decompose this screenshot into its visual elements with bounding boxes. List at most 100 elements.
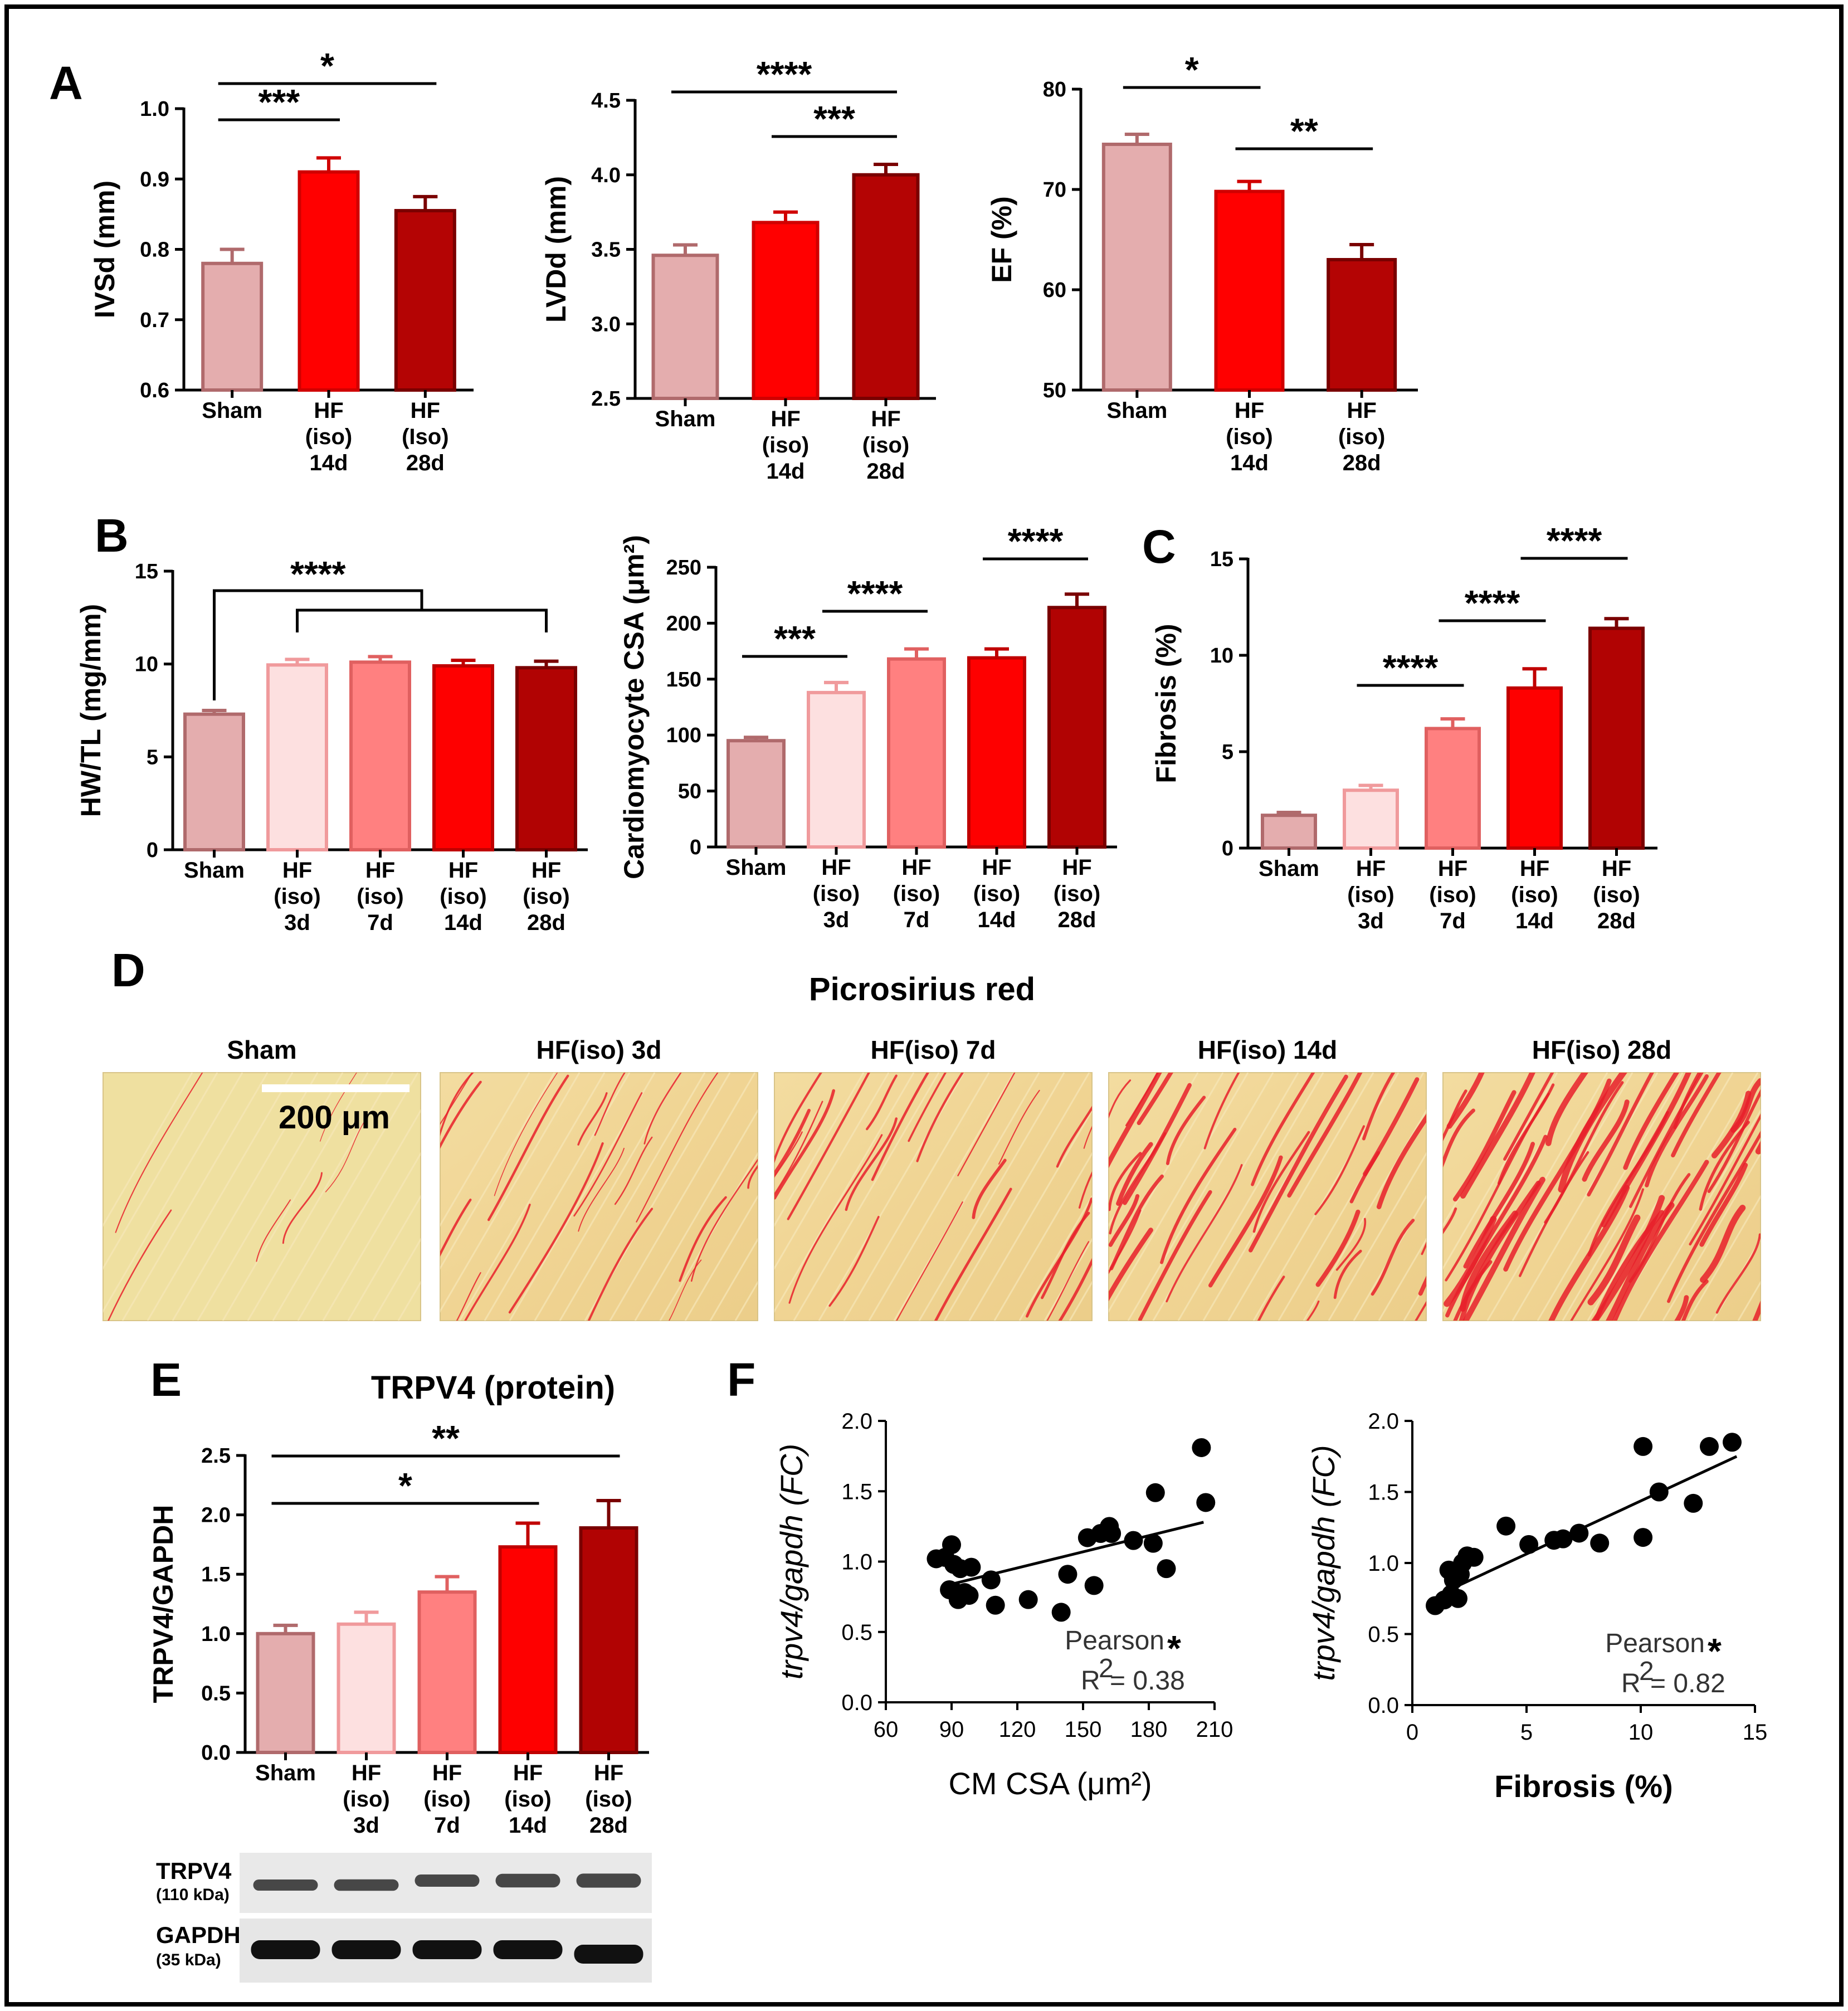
collagen-fiber [916, 1073, 964, 1162]
bar-0 [256, 1632, 315, 1755]
collagen-fiber [1503, 1078, 1612, 1272]
collagen-fiber [1628, 1073, 1704, 1208]
panel-label-E: E [150, 1353, 182, 1406]
muscle-fiber [774, 1073, 915, 1313]
data-point [1649, 1482, 1669, 1502]
y-tick-label: 50 [678, 780, 701, 804]
band-trpv4-4 [576, 1873, 641, 1888]
category-label: (iso) [523, 884, 569, 909]
histology-label-0: Sham [227, 1035, 296, 1064]
collagen-fiber [998, 1089, 1040, 1165]
significance-label: *** [774, 619, 816, 659]
collagen-fiber [871, 1073, 930, 1181]
category-label: (iso) [973, 882, 1020, 906]
significance-label: ** [432, 1418, 460, 1458]
muscle-fiber [372, 1238, 421, 1321]
y-tick-label: 2.0 [201, 1504, 231, 1527]
collagen-fiber [1587, 1214, 1641, 1306]
collagen-fiber [1306, 1300, 1320, 1321]
y-axis-label: LVDd (mm) [540, 176, 572, 323]
muscle-fiber [1662, 1152, 1761, 1321]
collagen-fiber [1645, 1074, 1709, 1187]
y-tick-label: 150 [666, 668, 701, 692]
y-tick-label: 2.0 [1368, 1409, 1399, 1434]
collagen-fiber [440, 1199, 472, 1257]
muscle-fiber [1328, 1152, 1426, 1321]
muscle-fiber [121, 1073, 269, 1321]
bar-3 [498, 1545, 558, 1755]
collagen-fiber [1251, 1073, 1315, 1186]
collagen-fiber [774, 1101, 823, 1196]
data-point [1058, 1565, 1077, 1584]
y-tick-label: 0.0 [1368, 1693, 1399, 1718]
scale-bar-label: 200 μm [279, 1099, 390, 1136]
muscle-fiber [459, 1073, 606, 1321]
collagen-fiber [614, 1136, 653, 1205]
muscle-fiber [440, 1073, 555, 1270]
category-label: HF [282, 858, 312, 883]
y-tick-label: 0.5 [201, 1682, 231, 1705]
significance-label: *** [813, 99, 855, 139]
muscle-fiber [103, 1073, 193, 1227]
category-label: HF [821, 855, 851, 880]
data-point [962, 1557, 981, 1577]
collagen-fiber [1166, 1095, 1206, 1165]
collagen-fiber [1109, 1073, 1162, 1168]
collagen-fiber [1371, 1219, 1415, 1296]
category-label: HF [871, 407, 900, 431]
category-label: (iso) [893, 882, 940, 906]
collagen-fiber [1123, 1083, 1192, 1205]
x-tick-label: 180 [1130, 1717, 1168, 1742]
collagen-fiber [440, 1073, 474, 1137]
y-tick-label: 15 [135, 560, 158, 583]
bar-2 [417, 1590, 477, 1754]
collagen-fiber [1674, 1295, 1689, 1321]
y-tick-label: 2.5 [201, 1444, 231, 1468]
band-gapdh-4 [574, 1945, 643, 1964]
muscle-fiber [774, 1073, 865, 1227]
histology-label-2: HF(iso) 7d [871, 1035, 996, 1064]
histology-panels: Sham HF(iso) 3d HF(iso) 7d HF(iso) 14d HF(is… [103, 1035, 1761, 1321]
y-tick-label: 3.5 [591, 238, 621, 262]
bar-1 [266, 663, 328, 852]
collagen-fibers [774, 1073, 1092, 1321]
collagen-fiber [787, 1073, 870, 1220]
data-point [1051, 1603, 1071, 1622]
category-label: Sham [655, 407, 716, 431]
significance-group-bracket [296, 608, 548, 632]
panel-label-F: F [727, 1353, 755, 1406]
muscle-fiber [1109, 1073, 1249, 1313]
muscle-fiber [347, 1195, 421, 1321]
muscle-fiber [818, 1073, 965, 1321]
muscle-fiber [103, 1073, 218, 1270]
collagen-fiber [1137, 1073, 1173, 1126]
category-label: 7d [904, 908, 930, 932]
data-point [1145, 1483, 1165, 1502]
collagen-fiber [788, 1134, 883, 1304]
y-tick-label: 50 [1043, 379, 1066, 402]
muscle-fiber [1687, 1195, 1761, 1321]
y-tick-label: 100 [666, 724, 701, 747]
category-label: 7d [434, 1813, 460, 1838]
collagen-fiber [972, 1158, 1007, 1219]
data-point [1143, 1533, 1163, 1553]
bar-0 [726, 739, 786, 849]
collagen-fiber [1497, 1083, 1555, 1185]
collagen-fiber [1078, 1171, 1092, 1209]
collagen-fiber [320, 1073, 357, 1142]
collagen-fiber [1570, 1188, 1645, 1321]
collagen-fiber [1681, 1279, 1709, 1321]
category-label: 14d [509, 1813, 547, 1838]
significance-label: * [398, 1465, 412, 1506]
regression-line [1439, 1455, 1738, 1596]
muscle-fiber [440, 1073, 581, 1313]
collagen-fiber [1109, 1079, 1132, 1119]
muscle-fiber [1127, 1073, 1274, 1321]
category-label: HF [1062, 855, 1091, 880]
collagen-fiber [1203, 1073, 1240, 1150]
data-point [1157, 1559, 1176, 1579]
panel-label-D: D [111, 944, 145, 996]
y-tick-label: 0.0 [841, 1691, 872, 1715]
collagen-fiber [1109, 1152, 1142, 1211]
collagen-fiber [1707, 1089, 1761, 1194]
